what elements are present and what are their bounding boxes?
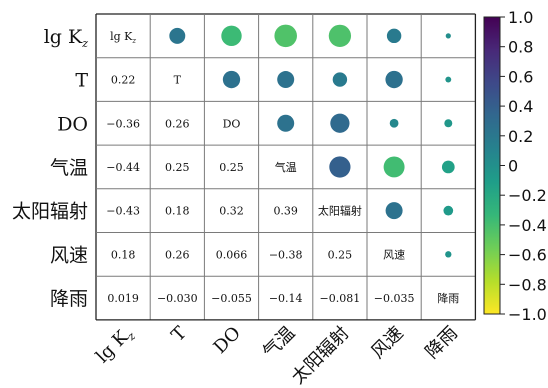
row-label-text: lg K xyxy=(44,26,83,48)
correlation-circle xyxy=(383,156,405,178)
correlation-circle xyxy=(444,119,453,128)
correlation-circle xyxy=(443,205,454,216)
row-label-text: 降雨 xyxy=(50,288,88,310)
correlation-value: −0.43 xyxy=(106,205,140,218)
correlation-circle xyxy=(445,76,452,83)
correlation-circle xyxy=(385,70,403,89)
row-label-subscript: z xyxy=(81,37,88,50)
column-label-text: DO xyxy=(210,323,245,358)
correlation-value: −0.38 xyxy=(269,248,303,261)
row-label: 风速 xyxy=(50,244,88,266)
correlation-value: 0.39 xyxy=(273,205,298,218)
correlation-circle xyxy=(445,33,451,39)
correlation-value: 0.066 xyxy=(216,248,248,261)
diagonal-label: 气温 xyxy=(275,160,297,174)
correlation-value: 0.26 xyxy=(165,117,190,130)
correlation-circle xyxy=(169,27,186,44)
colorbar-tick-label: −0.2 xyxy=(508,186,547,205)
colorbar-tick-label: −1.0 xyxy=(508,305,547,324)
diagonal-label: 风速 xyxy=(383,248,405,261)
diagonal-label: T xyxy=(174,74,182,87)
column-label-text: 气温 xyxy=(259,323,299,363)
column-label: T xyxy=(167,323,190,346)
correlation-circle xyxy=(328,24,352,47)
correlation-value: 0.26 xyxy=(165,248,190,261)
matrix-grid: lg Kz 0.22 T −0.36 0.26 DO −0.44 0.25 0.25 气温 −0.4… xyxy=(95,13,477,321)
colorbar-tick-label: 0.4 xyxy=(508,97,533,116)
colorbar-tick-label: 0 xyxy=(508,157,518,176)
correlation-value: 0.25 xyxy=(165,161,190,174)
diagonal-label-subscript: z xyxy=(131,37,136,45)
row-label: lg Kz xyxy=(44,26,88,50)
row-label-text: 太阳辐射 xyxy=(12,201,88,223)
column-label: 太阳辐射 xyxy=(288,323,354,388)
correlation-value: 0.019 xyxy=(107,292,139,305)
correlation-value: 0.25 xyxy=(219,161,244,174)
correlation-circle xyxy=(330,113,350,133)
row-label: 降雨 xyxy=(50,288,88,310)
diagonal-label: lg Kz xyxy=(110,30,136,45)
column-label-text: 降雨 xyxy=(422,323,462,363)
column-label: lg Kz xyxy=(92,322,138,368)
correlation-circle xyxy=(445,251,452,258)
colorbar-tick-label: −0.6 xyxy=(508,246,547,265)
row-label: T xyxy=(75,70,88,92)
correlation-value: 0.22 xyxy=(111,74,136,87)
colorbar-tick-label: −0.4 xyxy=(508,216,547,235)
colorbar-tick-label: −0.8 xyxy=(508,275,547,294)
correlation-value: −0.030 xyxy=(157,292,198,305)
row-label-text: 气温 xyxy=(50,157,88,179)
correlation-value: −0.055 xyxy=(211,292,252,305)
row-label: DO xyxy=(57,113,88,135)
colorbar: −1.0 −0.8 −0.6 −0.4 −0.2 0 0.2 0.4 0.6 0.8 1.0 xyxy=(483,8,547,324)
correlation-value: −0.44 xyxy=(106,161,140,174)
correlation-circle xyxy=(222,70,241,89)
correlation-value: −0.035 xyxy=(374,292,415,305)
row-label-text: 风速 xyxy=(50,244,88,266)
correlation-circle xyxy=(389,118,399,128)
diagonal-label: 太阳辐射 xyxy=(318,204,362,218)
colorbar-tick-label: 0.6 xyxy=(508,67,533,86)
column-label: 风速 xyxy=(367,323,407,363)
correlation-value: 0.18 xyxy=(165,205,190,218)
column-label: 气温 xyxy=(259,323,299,363)
correlation-value: 0.32 xyxy=(219,205,244,218)
column-label-text: 风速 xyxy=(367,323,407,363)
row-label: 太阳辐射 xyxy=(12,201,88,223)
correlation-value: −0.36 xyxy=(106,117,140,130)
correlation-circle xyxy=(385,202,403,220)
colorbar-gradient xyxy=(483,16,501,315)
diagonal-label: 降雨 xyxy=(437,291,459,305)
correlation-circle xyxy=(277,71,295,89)
row-label-text: DO xyxy=(57,113,88,135)
correlation-value: −0.14 xyxy=(269,292,303,305)
correlation-circle xyxy=(386,28,402,44)
column-label: 降雨 xyxy=(422,323,462,363)
correlation-circle xyxy=(221,25,242,47)
correlation-circle xyxy=(441,160,455,174)
column-label-text: 太阳辐射 xyxy=(288,323,354,388)
correlation-value: 0.25 xyxy=(328,248,353,261)
correlation-value: 0.18 xyxy=(111,248,136,261)
column-label: DO xyxy=(210,323,245,358)
row-label-text: T xyxy=(75,70,88,92)
correlation-circle xyxy=(274,24,297,48)
row-label: 气温 xyxy=(50,157,88,179)
correlation-circle xyxy=(332,72,348,87)
column-label-text: T xyxy=(167,323,190,346)
correlation-circle xyxy=(329,156,351,178)
colorbar-tick-label: 0.8 xyxy=(508,38,533,57)
correlation-value: −0.081 xyxy=(320,292,361,305)
diagonal-label: DO xyxy=(223,117,241,130)
colorbar-tick-label: 0.2 xyxy=(508,127,533,146)
colorbar-tick-label: 1.0 xyxy=(508,8,533,27)
correlation-circle xyxy=(277,114,295,132)
